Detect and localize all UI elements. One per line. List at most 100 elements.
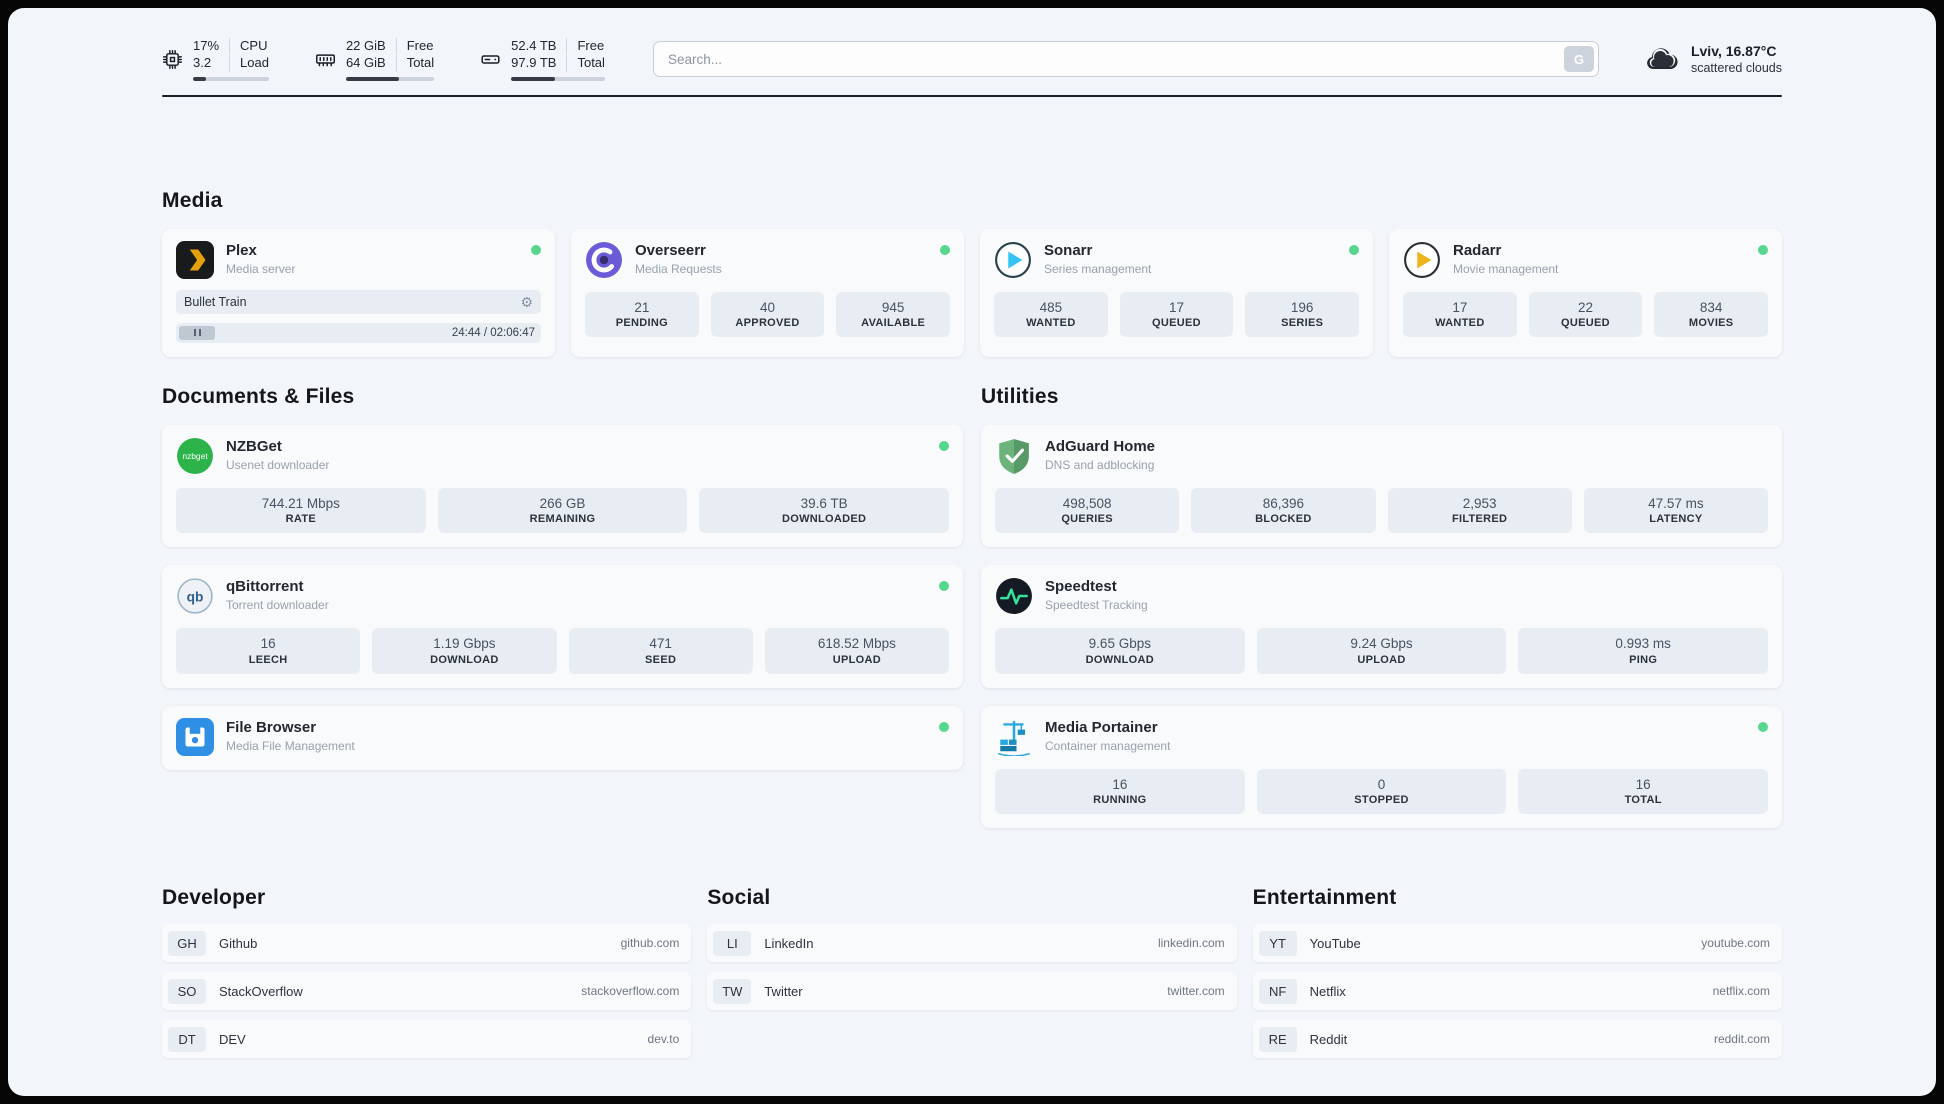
stat-box: 498,508 QUERIES xyxy=(995,487,1180,534)
filebrowser-card[interactable]: File Browser Media File Management xyxy=(162,705,963,770)
status-indicator xyxy=(939,721,949,732)
app-title: Media Portainer xyxy=(1045,718,1158,736)
bookmark-dev[interactable]: DT DEV dev.to xyxy=(162,1020,692,1059)
app-subtitle: Movie management xyxy=(1453,261,1559,276)
cpu-label: CPU xyxy=(229,38,269,55)
stat-box: 618.52 Mbps UPLOAD xyxy=(764,628,949,674)
plex-icon xyxy=(176,240,214,279)
disk-widget: 52.4 TB Free 97.9 TB Total xyxy=(480,38,605,81)
app-title: NZBGet xyxy=(226,437,282,455)
bookmark-abbr: SO xyxy=(168,978,206,1004)
qbittorrent-card[interactable]: qb qBittorrent Torrent downloader 16 LEEC… xyxy=(162,565,963,688)
stat-box: 47.57 ms LATENCY xyxy=(1583,487,1768,534)
bookmark-url: reddit.com xyxy=(1713,1032,1770,1047)
status-indicator xyxy=(1758,721,1768,732)
overseerr-card[interactable]: Overseerr Media Requests 21 PENDING 40 APP… xyxy=(571,228,964,357)
bookmark-twitter[interactable]: TW Twitter twitter.com xyxy=(707,972,1237,1011)
memory-total-label: Total xyxy=(395,55,434,72)
stat-box: 471 SEED xyxy=(568,628,753,674)
cpu-load-label: Load xyxy=(229,55,269,72)
bookmark-abbr: TW xyxy=(713,978,752,1004)
bookmark-name: Netflix xyxy=(1309,983,1346,999)
bookmark-github[interactable]: GH Github github.com xyxy=(162,924,692,963)
disk-total-label: Total xyxy=(566,55,605,72)
system-widgets: 17% CPU 3.2 Load 22 GiB Fre xyxy=(162,38,605,81)
status-indicator xyxy=(940,244,950,255)
status-indicator xyxy=(531,244,541,255)
app-subtitle: Series management xyxy=(1044,261,1152,276)
cpu-usage-value: 17% xyxy=(193,38,220,53)
topbar-divider xyxy=(162,94,1782,97)
cpu-load-value: 3.2 xyxy=(193,55,212,71)
stat-box: 0 STOPPED xyxy=(1256,768,1507,815)
radarr-card[interactable]: Radarr Movie management 17 WANTED 22 QUEUE… xyxy=(1389,228,1782,357)
dashboard-page: 17% CPU 3.2 Load 22 GiB Fre xyxy=(8,8,1936,1096)
stat-box: 17 QUEUED xyxy=(1119,291,1234,338)
stat-box: 945 AVAILABLE xyxy=(836,291,950,338)
bookmark-reddit[interactable]: RE Reddit reddit.com xyxy=(1252,1020,1782,1059)
adguard-card[interactable]: AdGuard Home DNS and adblocking 498,508 Q… xyxy=(981,424,1782,548)
bookmark-name: DEV xyxy=(219,1031,246,1047)
stat-box: 21 PENDING xyxy=(585,291,699,338)
app-title: qBittorrent xyxy=(226,578,304,596)
app-subtitle: Container management xyxy=(1045,738,1171,753)
plex-card[interactable]: Plex Media server Bullet Train ⚙ 24:44 /… xyxy=(162,228,555,357)
stat-box: 86,396 BLOCKED xyxy=(1191,487,1376,534)
bookmark-name: Github xyxy=(219,935,258,951)
social-column: Social LI LinkedIn linkedin.com TW Twitt… xyxy=(707,886,1237,1058)
speedtest-card[interactable]: Speedtest Speedtest Tracking 9.65 Gbps DO… xyxy=(981,565,1782,688)
stat-box: 196 SERIES xyxy=(1245,291,1359,338)
app-title: Overseerr xyxy=(635,241,706,259)
search-bar: G xyxy=(652,41,1599,78)
nzbget-card[interactable]: nzbget NZBGet Usenet downloader 744.21 M… xyxy=(162,424,963,548)
overseerr-icon xyxy=(585,241,623,279)
status-indicator xyxy=(939,581,949,592)
filebrowser-icon xyxy=(176,717,214,756)
stat-box: 485 WANTED xyxy=(994,291,1108,338)
radarr-icon xyxy=(1403,241,1441,279)
stat-box: 22 QUEUED xyxy=(1528,291,1643,338)
cloud-icon xyxy=(1643,44,1679,74)
disk-free-label: Free xyxy=(566,38,604,55)
bookmark-abbr: GH xyxy=(168,930,206,956)
bookmark-abbr: YT xyxy=(1258,930,1297,956)
section-title-media: Media xyxy=(162,188,223,212)
bookmark-youtube[interactable]: YT YouTube youtube.com xyxy=(1252,924,1782,963)
search-engine-button[interactable]: G xyxy=(1563,46,1594,73)
status-indicator xyxy=(1349,244,1359,255)
stat-box: 40 APPROVED xyxy=(710,291,825,338)
bookmark-stackoverflow[interactable]: SO StackOverflow stackoverflow.com xyxy=(162,972,692,1011)
search-input[interactable] xyxy=(652,41,1599,78)
stat-box: 834 MOVIES xyxy=(1654,291,1768,338)
bookmark-linkedin[interactable]: LI LinkedIn linkedin.com xyxy=(707,924,1237,963)
sonarr-icon xyxy=(994,241,1032,279)
playback-progress-bar[interactable]: 24:44 / 02:06:47 xyxy=(176,322,541,343)
memory-total-value: 64 GiB xyxy=(345,55,386,71)
bookmark-url: stackoverflow.com xyxy=(581,984,680,999)
stat-box: 39.6 TB DOWNLOADED xyxy=(699,487,949,534)
hard-drive-icon xyxy=(480,49,501,70)
memory-free-value: 22 GiB xyxy=(345,38,386,53)
app-subtitle: Torrent downloader xyxy=(226,598,329,613)
app-title: Radarr xyxy=(1453,241,1502,259)
sonarr-card[interactable]: Sonarr Series management 485 WANTED 17 QUE… xyxy=(980,228,1373,357)
weather-condition: scattered clouds xyxy=(1690,61,1782,76)
status-indicator xyxy=(939,440,949,451)
app-subtitle: Speedtest Tracking xyxy=(1045,598,1148,613)
app-subtitle: DNS and adblocking xyxy=(1045,457,1155,472)
bookmark-name: YouTube xyxy=(1309,935,1361,951)
bookmark-netflix[interactable]: NF Netflix netflix.com xyxy=(1252,972,1782,1011)
memory-widget: 22 GiB Free 64 GiB Total xyxy=(315,38,435,81)
bookmark-abbr: RE xyxy=(1258,1026,1297,1052)
documents-column: Documents & Files nzbget NZBGet Usenet d… xyxy=(162,385,963,829)
media-cards: Plex Media server Bullet Train ⚙ 24:44 /… xyxy=(162,228,1782,357)
now-playing-row: Bullet Train ⚙ xyxy=(176,289,541,314)
bookmark-url: dev.to xyxy=(647,1032,680,1047)
pause-icon[interactable] xyxy=(179,325,215,340)
memory-progress-bar xyxy=(345,76,435,81)
cpu-progress-bar xyxy=(193,76,269,81)
gear-icon[interactable]: ⚙ xyxy=(520,293,533,310)
disk-free-value: 52.4 TB xyxy=(511,38,557,53)
section-title-utilities: Utilities xyxy=(981,384,1059,408)
portainer-card[interactable]: Media Portainer Container management 16 R… xyxy=(981,705,1782,829)
